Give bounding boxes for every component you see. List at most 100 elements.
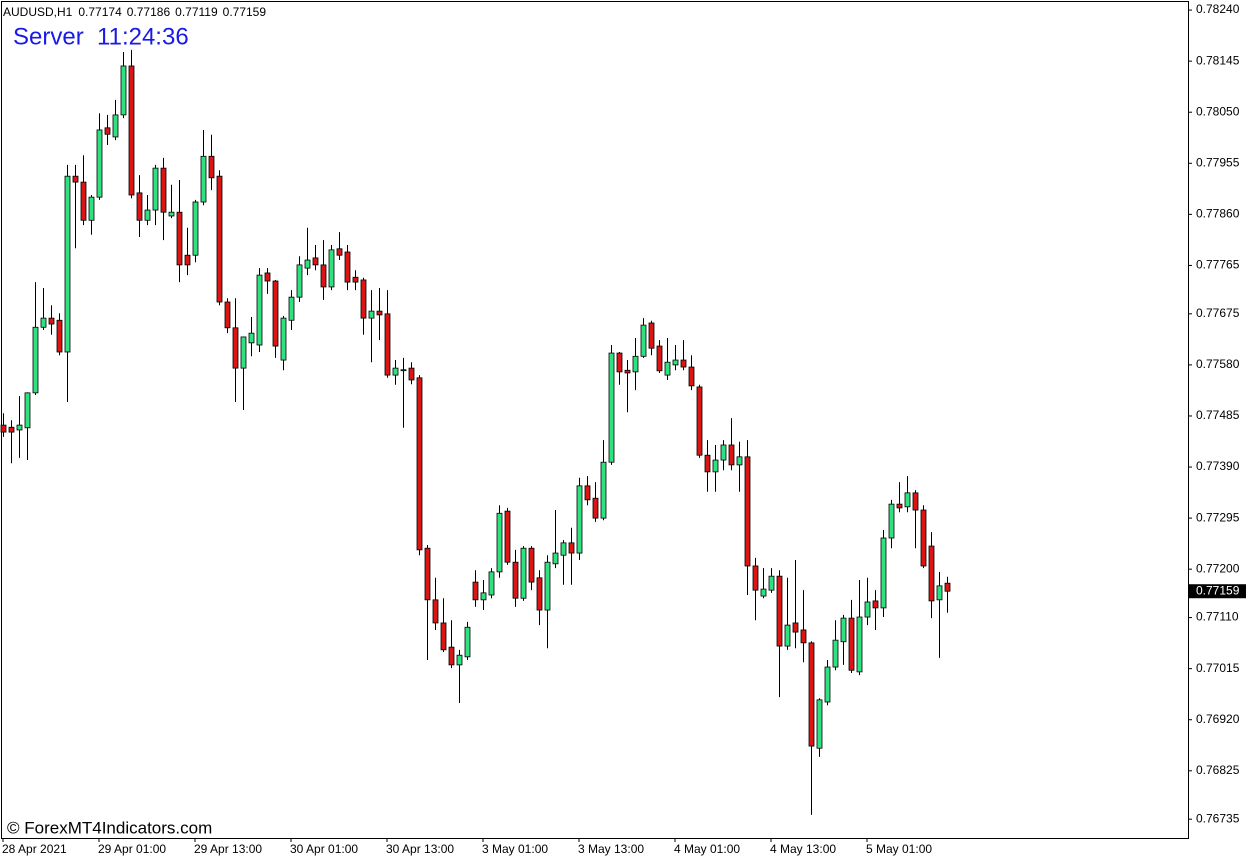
candle-body xyxy=(360,279,367,319)
candle-body xyxy=(768,575,775,591)
candle-body xyxy=(608,352,615,463)
candle-body xyxy=(264,272,271,282)
x-tick-label: 30 Apr 13:00 xyxy=(386,842,454,856)
y-tick-label: 0.77015 xyxy=(1196,661,1240,675)
candle-body xyxy=(96,129,103,198)
candle-body xyxy=(744,456,751,567)
x-tick-label: 30 Apr 01:00 xyxy=(290,842,358,856)
candle-body xyxy=(184,254,191,266)
candle-body xyxy=(0,424,7,433)
candle-body xyxy=(936,585,943,601)
plot-frame xyxy=(1,1,1189,839)
candle-body xyxy=(320,264,327,288)
candle-body xyxy=(856,616,863,673)
candle-body xyxy=(336,248,343,256)
candle-body xyxy=(72,175,79,183)
y-tick-label: 0.78145 xyxy=(1196,53,1240,67)
candle-body xyxy=(664,361,671,376)
candle-body xyxy=(144,209,151,221)
candle-body xyxy=(32,326,39,394)
candle-body xyxy=(384,313,391,376)
candle-body xyxy=(880,537,887,609)
candle-body xyxy=(136,192,143,221)
candle-body xyxy=(536,577,543,611)
candle-body xyxy=(696,386,703,456)
candle-body xyxy=(872,600,879,609)
candle-body xyxy=(40,317,47,328)
y-tick-label: 0.77955 xyxy=(1196,155,1240,169)
candle-body xyxy=(528,547,535,583)
y-tick-label: 0.77390 xyxy=(1196,459,1240,473)
candle-body xyxy=(88,196,95,221)
candle-body xyxy=(448,646,455,666)
candle-body xyxy=(576,485,583,554)
candle-body xyxy=(792,622,799,633)
candle-body xyxy=(480,592,487,601)
candle-body xyxy=(288,296,295,321)
candle-body xyxy=(328,249,335,288)
x-tick-label: 3 May 13:00 xyxy=(578,842,644,856)
candle-body xyxy=(8,426,15,433)
high-value: 0.77186 xyxy=(127,5,171,19)
y-tick-label: 0.77675 xyxy=(1196,306,1240,320)
candle-body xyxy=(408,367,415,381)
x-tick-label: 3 May 01:00 xyxy=(482,842,548,856)
candle-body xyxy=(616,352,623,373)
candle-body xyxy=(208,155,215,179)
chart-header: AUDUSD,H1 0.77174 0.77186 0.77119 0.77159 xyxy=(3,5,266,19)
candle-body xyxy=(704,454,711,473)
candle-body xyxy=(200,155,207,203)
candle-body xyxy=(896,503,903,509)
candle-body xyxy=(624,369,631,374)
candle-body xyxy=(512,561,519,599)
low-value: 0.77119 xyxy=(175,5,218,19)
candle-body xyxy=(888,503,895,539)
candle-body xyxy=(944,582,951,592)
y-tick-label: 0.77110 xyxy=(1196,610,1239,624)
candle-body xyxy=(272,280,279,347)
candle-body xyxy=(296,264,303,298)
candle-body xyxy=(344,251,351,283)
candle-body xyxy=(232,327,239,369)
x-tick-label: 5 May 01:00 xyxy=(866,842,932,856)
candle-body xyxy=(712,459,719,473)
y-tick-label: 0.77295 xyxy=(1196,510,1240,524)
candle-body xyxy=(520,547,527,599)
candle-body xyxy=(368,310,375,319)
y-tick-label: 0.77200 xyxy=(1196,561,1240,575)
candle-body xyxy=(440,622,447,651)
candle-body xyxy=(672,359,679,366)
candle-body xyxy=(152,167,159,211)
candle-body xyxy=(64,175,71,353)
candle-body xyxy=(720,444,727,461)
y-tick-label: 0.76920 xyxy=(1196,712,1240,726)
candle-body xyxy=(464,626,471,658)
candle-body xyxy=(736,456,743,466)
candle-body xyxy=(904,492,911,508)
x-tick-label: 29 Apr 13:00 xyxy=(194,842,262,856)
candle-body xyxy=(472,581,479,601)
current-price-label: 0.77159 xyxy=(1196,583,1240,597)
candle-body xyxy=(392,367,399,376)
candle-body xyxy=(840,617,847,643)
candle-body xyxy=(352,276,359,283)
price-label-bg xyxy=(1189,584,1246,599)
candle-body xyxy=(496,512,503,573)
candle-body xyxy=(112,114,119,138)
candle-body xyxy=(312,257,319,266)
candle-body xyxy=(656,345,663,372)
open-value: 0.77174 xyxy=(78,5,122,19)
candle-body xyxy=(928,545,935,602)
candle-body xyxy=(432,599,439,624)
candle-body xyxy=(504,510,511,563)
candle-body xyxy=(808,642,815,747)
candle-body xyxy=(688,366,695,387)
y-tick-label: 0.78050 xyxy=(1196,104,1240,118)
y-tick-label: 0.77860 xyxy=(1196,207,1240,221)
candle-body xyxy=(456,654,463,666)
symbol: AUDUSD,H1 xyxy=(3,5,73,19)
candle-body xyxy=(224,301,231,329)
candle-body xyxy=(632,355,639,373)
x-tick-label: 4 May 01:00 xyxy=(674,842,740,856)
candle-body xyxy=(848,617,855,671)
